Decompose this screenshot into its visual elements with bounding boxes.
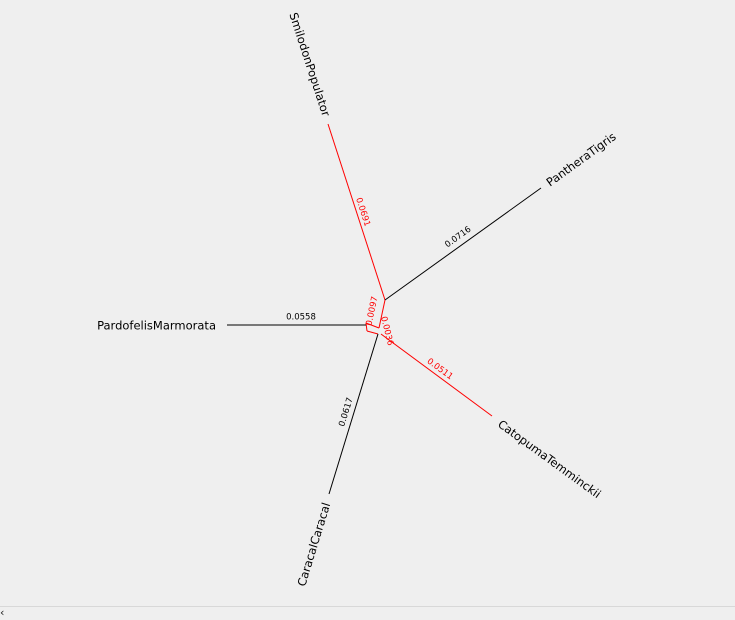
branch-length-panthera: 0.0716 [443,225,473,251]
branch-length-internal-a: 0.0097 [365,296,381,327]
taxon-label-catopuma: CatopumaTemminckii [495,417,603,501]
taxon-label-smilodon: SmilodonPopulator [286,11,333,119]
branch-caracal [328,333,379,495]
internal-branch-b [365,322,380,329]
phylogenetic-tree: SmilodonPopulator PantheraTigris Pardofe… [97,11,619,588]
taxon-label-pardofelis: PardofelisMarmorata [97,319,216,333]
branch-length-caracal: 0.0617 [337,396,355,427]
internal-branch-a [378,299,386,329]
branch-catopuma [380,333,493,417]
scroll-left-arrow-icon[interactable]: ‹ [0,606,5,619]
taxon-label-panthera: PantheraTigris [544,129,619,189]
branch-length-smilodon: 0.0691 [353,196,372,227]
branch-length-pardofelis: 0.0558 [286,313,316,323]
branch-length-internal-b: 0.0036 [378,315,395,346]
internal-branch-d [366,330,379,335]
branch-smilodon [327,123,386,301]
taxon-label-caracal: CaracalCaracal [294,501,333,588]
horizontal-scrollbar[interactable]: ‹ [0,606,735,620]
branch-panthera [384,187,542,301]
internal-branch-c [365,322,368,332]
